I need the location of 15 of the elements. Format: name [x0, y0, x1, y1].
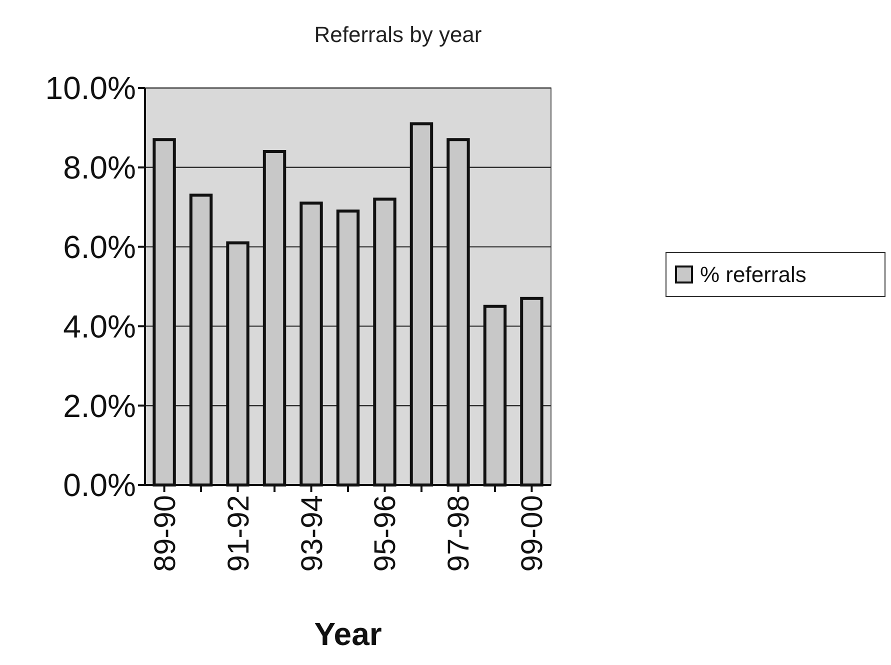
chart-title: Referrals by year [314, 22, 482, 47]
y-tick-label: 8.0% [63, 150, 136, 186]
x-axis-title: Year [314, 616, 382, 652]
x-tick-label: 99-00 [516, 495, 550, 572]
y-tick-label: 6.0% [63, 229, 136, 265]
legend-label: % referrals [700, 262, 806, 288]
x-tick-label: 89-90 [148, 495, 182, 572]
y-tick-label: 0.0% [63, 467, 136, 504]
y-tick-label: 4.0% [63, 308, 136, 344]
x-tick-label: 95-96 [369, 495, 402, 572]
x-tick-label: 91-92 [222, 495, 256, 572]
x-tick-label: 93-94 [296, 495, 329, 572]
x-tick-label: 97-98 [442, 495, 476, 572]
y-tick-label: 2.0% [63, 388, 136, 424]
y-tick-label: 10.0% [45, 70, 136, 106]
